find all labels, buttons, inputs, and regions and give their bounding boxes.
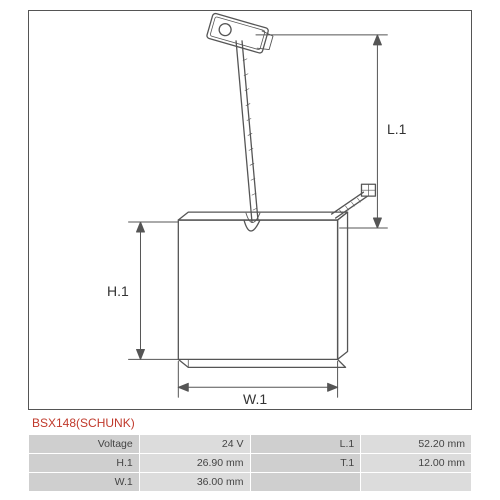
spec-value: 24 V xyxy=(139,435,250,454)
drawing-frame: L.1 H.1 W.1 xyxy=(28,10,472,410)
table-row: Voltage 24 V L.1 52.20 mm xyxy=(29,435,472,454)
specs-table: Voltage 24 V L.1 52.20 mm H.1 26.90 mm T… xyxy=(28,434,472,492)
spec-value xyxy=(361,473,472,492)
dim-label-l1: L.1 xyxy=(387,121,406,137)
spec-value: 52.20 mm xyxy=(361,435,472,454)
technical-drawing xyxy=(29,11,471,409)
table-row: W.1 36.00 mm xyxy=(29,473,472,492)
spec-value: 12.00 mm xyxy=(361,454,472,473)
spec-value: 26.90 mm xyxy=(139,454,250,473)
spec-key xyxy=(250,473,361,492)
spec-key: W.1 xyxy=(29,473,140,492)
dim-label-w1: W.1 xyxy=(243,391,267,407)
spec-key: Voltage xyxy=(29,435,140,454)
spec-key: H.1 xyxy=(29,454,140,473)
table-row: H.1 26.90 mm T.1 12.00 mm xyxy=(29,454,472,473)
spec-value: 36.00 mm xyxy=(139,473,250,492)
spec-key: T.1 xyxy=(250,454,361,473)
part-number-label: BSX148(SCHUNK) xyxy=(32,416,135,430)
dim-label-h1: H.1 xyxy=(107,283,129,299)
spec-key: L.1 xyxy=(250,435,361,454)
